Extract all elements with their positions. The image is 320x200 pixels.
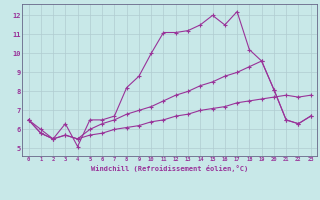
X-axis label: Windchill (Refroidissement éolien,°C): Windchill (Refroidissement éolien,°C) <box>91 165 248 172</box>
